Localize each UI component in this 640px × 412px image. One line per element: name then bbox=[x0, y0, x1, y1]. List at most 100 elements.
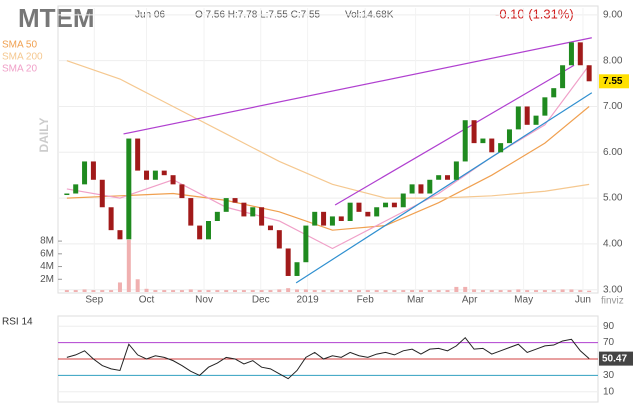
candle bbox=[294, 262, 300, 276]
x-tick-label: Jun bbox=[575, 295, 591, 306]
candle bbox=[90, 161, 96, 180]
volume-bar bbox=[188, 289, 193, 292]
volume-bar bbox=[365, 290, 370, 292]
volume-tick-label: 6M bbox=[40, 248, 54, 259]
volume-bar bbox=[171, 290, 176, 292]
volume-bar bbox=[383, 290, 388, 292]
y-tick-label: 7.00 bbox=[603, 101, 623, 112]
y-tick-label: 6.00 bbox=[603, 147, 623, 158]
volume-bar bbox=[100, 290, 105, 292]
candle bbox=[480, 138, 486, 144]
x-tick-label: Dec bbox=[252, 295, 270, 306]
volume-bar bbox=[587, 290, 592, 292]
candle bbox=[524, 106, 530, 125]
candle bbox=[374, 207, 380, 217]
volume-bar bbox=[534, 290, 539, 292]
legend-label: SMA 50 bbox=[2, 40, 37, 51]
period: DAILY bbox=[37, 118, 51, 153]
rsi-line bbox=[66, 336, 590, 380]
candle bbox=[135, 138, 141, 171]
volume-bar bbox=[250, 290, 255, 292]
candle bbox=[577, 42, 583, 66]
candle bbox=[356, 202, 362, 212]
volume-bar bbox=[445, 290, 450, 292]
candle bbox=[232, 198, 238, 203]
candle bbox=[259, 207, 265, 226]
volume-bar bbox=[418, 290, 423, 292]
candle bbox=[542, 97, 548, 116]
volume-bar bbox=[135, 279, 140, 292]
candle bbox=[418, 184, 424, 194]
volume-tick-label: 4M bbox=[40, 261, 54, 272]
volume-bar bbox=[64, 290, 69, 292]
y-tick-label: 4.00 bbox=[603, 239, 623, 250]
price-box bbox=[599, 74, 629, 89]
volume-bar bbox=[498, 290, 503, 292]
rsi-box bbox=[599, 351, 633, 366]
volume-bar bbox=[525, 290, 530, 292]
candle bbox=[250, 207, 256, 217]
rsi-tick-label: 70 bbox=[603, 337, 615, 348]
volume-bar bbox=[117, 282, 122, 292]
volume-bar bbox=[551, 290, 556, 292]
volume-bar bbox=[330, 290, 335, 292]
price-label: 7.55 bbox=[603, 76, 623, 87]
candle bbox=[312, 211, 318, 226]
volume-bar bbox=[73, 290, 78, 292]
sma-line bbox=[66, 60, 590, 199]
candle bbox=[586, 65, 592, 82]
candle bbox=[453, 161, 459, 180]
candle bbox=[347, 202, 353, 221]
candle bbox=[391, 202, 397, 208]
candle bbox=[471, 120, 477, 144]
volume-bar bbox=[560, 289, 565, 292]
volume-bar bbox=[295, 289, 300, 292]
volume-bar bbox=[91, 290, 96, 292]
candle bbox=[223, 198, 229, 212]
volume-bar bbox=[401, 290, 406, 292]
candle bbox=[267, 225, 273, 231]
candle bbox=[285, 248, 291, 276]
x-tick-label: Sep bbox=[85, 295, 103, 306]
volume-bar bbox=[427, 290, 432, 292]
candle bbox=[152, 170, 158, 180]
sma-line bbox=[66, 106, 590, 231]
volume-bar bbox=[215, 290, 220, 292]
volume-bar bbox=[109, 290, 114, 292]
volume-bar bbox=[516, 289, 521, 292]
candle bbox=[197, 225, 203, 240]
volume-bar bbox=[206, 290, 211, 292]
candle bbox=[214, 211, 220, 221]
rsi-tick-label: 30 bbox=[603, 370, 615, 381]
candle bbox=[400, 193, 406, 208]
candle bbox=[365, 211, 371, 217]
volume-bar bbox=[436, 290, 441, 292]
y-tick-label: 9.00 bbox=[603, 10, 623, 21]
rsi-tick-label: 10 bbox=[603, 386, 615, 397]
volume-bar bbox=[392, 290, 397, 292]
volume-bar bbox=[578, 290, 583, 292]
volume-bar bbox=[303, 289, 308, 292]
candle bbox=[506, 129, 512, 144]
volume-tick-label: 2M bbox=[40, 274, 54, 285]
volume-bar bbox=[126, 239, 131, 292]
volume-tick-label: 8M bbox=[40, 236, 54, 247]
volume-bar bbox=[348, 290, 353, 292]
candle bbox=[188, 198, 194, 226]
volume-bar bbox=[224, 290, 229, 292]
candle bbox=[321, 211, 327, 226]
volume-bar bbox=[339, 290, 344, 292]
candle bbox=[276, 230, 282, 249]
volume-bar bbox=[569, 289, 574, 292]
candle bbox=[117, 230, 123, 240]
candle bbox=[144, 170, 150, 180]
volume-bar bbox=[374, 290, 379, 292]
volume-bar bbox=[259, 290, 264, 292]
volume-bar bbox=[286, 288, 291, 292]
candle bbox=[462, 120, 468, 162]
candle bbox=[99, 179, 105, 208]
volume-bar bbox=[268, 290, 273, 292]
rsi-tick-label: 90 bbox=[603, 321, 615, 332]
volume-bar bbox=[463, 286, 468, 292]
volume-bar bbox=[356, 290, 361, 292]
